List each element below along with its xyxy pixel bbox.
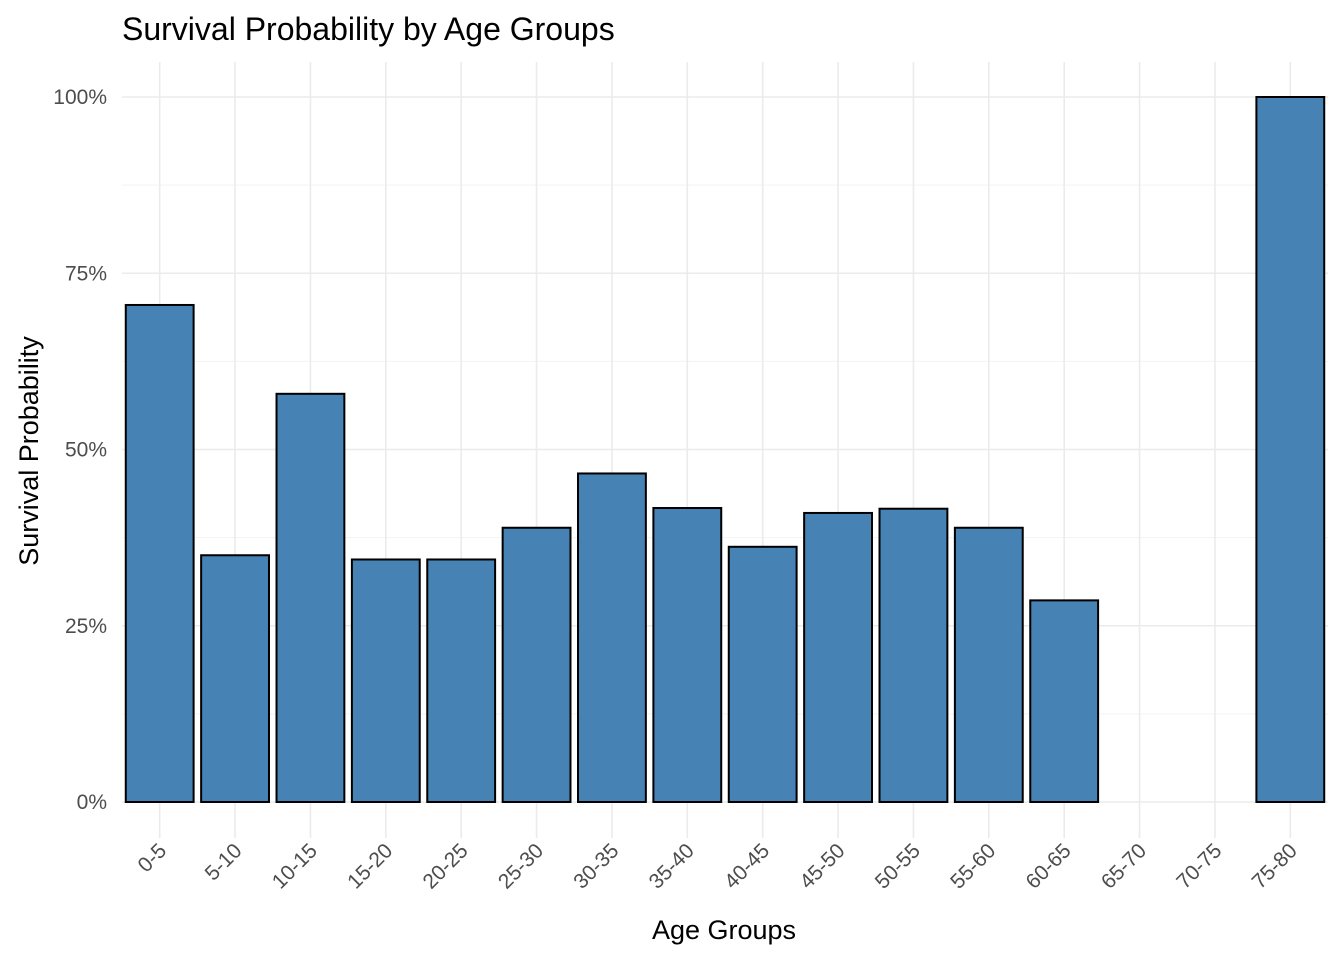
bar-55-60 <box>953 526 1024 803</box>
x-tick-label: 45-50 <box>795 839 849 893</box>
bar-0-5 <box>124 303 195 803</box>
bar-5-10 <box>200 554 270 803</box>
bar-50-55 <box>878 507 949 803</box>
x-tick-label: 40-45 <box>720 839 774 893</box>
bars <box>124 96 1326 803</box>
y-axis-title: Survival Probability <box>14 336 44 566</box>
y-tick-label: 25% <box>65 615 107 638</box>
bar-45-50 <box>803 511 873 803</box>
y-axis-ticks: 0% 25% 50% 75% 100% <box>53 86 107 814</box>
x-tick-label: 75-80 <box>1248 839 1302 893</box>
bar-10-15 <box>275 392 346 803</box>
x-tick-label: 10-15 <box>268 839 322 893</box>
y-tick-label: 50% <box>65 439 107 462</box>
bar-60-65 <box>1029 599 1100 803</box>
bar-25-30 <box>501 526 572 803</box>
x-tick-label: 60-65 <box>1021 839 1075 893</box>
bar-20-25 <box>426 558 497 803</box>
bar-75-80 <box>1255 96 1326 803</box>
bar-30-35 <box>577 472 647 803</box>
x-tick-label: 15-20 <box>343 839 397 893</box>
x-tick-label: 50-55 <box>871 839 925 893</box>
chart-title: Survival Probability by Age Groups <box>122 11 615 47</box>
x-tick-label: 25-30 <box>494 839 548 893</box>
x-tick-label: 70-75 <box>1172 839 1226 893</box>
x-tick-label: 0-5 <box>133 839 171 877</box>
x-tick-label: 20-25 <box>418 839 472 893</box>
x-tick-label: 35-40 <box>645 839 699 893</box>
x-tick-label: 5-10 <box>201 839 247 885</box>
x-tick-label: 30-35 <box>569 839 623 893</box>
y-tick-label: 100% <box>53 86 107 109</box>
x-tick-label: 55-60 <box>946 839 1000 893</box>
x-axis-ticks: 0-5 5-10 10-15 15-20 20-25 25-30 30-35 35-40 40-… <box>133 839 1301 893</box>
x-axis-title: Age Groups <box>652 915 796 945</box>
y-tick-label: 0% <box>77 791 107 814</box>
bar-15-20 <box>350 558 421 803</box>
bar-35-40 <box>652 507 723 803</box>
bar-40-45 <box>727 545 798 803</box>
x-tick-label: 65-70 <box>1097 839 1151 893</box>
y-tick-label: 75% <box>65 262 107 285</box>
